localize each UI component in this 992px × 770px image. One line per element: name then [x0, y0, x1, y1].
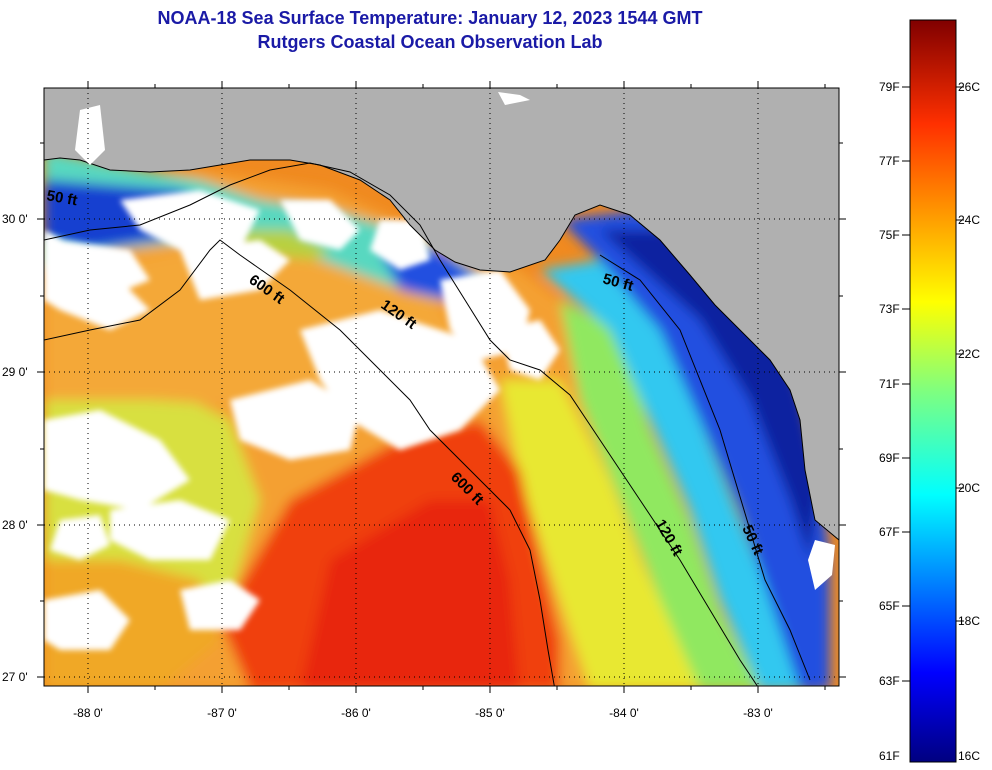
- lon-tick-label: -87 0': [207, 706, 237, 720]
- map-title: NOAA-18 Sea Surface Temperature: January…: [157, 8, 703, 28]
- colorbar-c-label: 16C: [958, 749, 980, 763]
- land-mass: [44, 88, 839, 540]
- cloud-mask: [44, 190, 560, 650]
- colorbar-f-label: 75F: [879, 228, 900, 242]
- colorbar-f-label: 79F: [879, 80, 900, 94]
- colorbar-f-label: 67F: [879, 525, 900, 539]
- axis-ticks: [37, 81, 846, 693]
- colorbar: [909, 19, 957, 763]
- colorbar-f-label: 61F: [879, 749, 900, 763]
- map-frame: [43, 87, 840, 687]
- colorbar-f-label: 65F: [879, 599, 900, 613]
- colorbar-c-label: 18C: [958, 614, 980, 628]
- colorbar-f-label: 73F: [879, 302, 900, 316]
- map-image: 600 ft 120 ft 600 ft 120 ft 50 ft 50 ft …: [44, 88, 839, 686]
- colorbar-f-label: 77F: [879, 154, 900, 168]
- lat-tick-label: 29 0': [2, 365, 28, 379]
- mobile-bay: [75, 105, 105, 165]
- lat-tick-label: 30 0': [2, 212, 28, 226]
- colorbar-c-label: 22C: [958, 347, 980, 361]
- lon-tick-label: -85 0': [475, 706, 505, 720]
- lon-tick-label: -84 0': [609, 706, 639, 720]
- tampa-bay: [808, 540, 835, 590]
- colorbar-ticks: [902, 86, 964, 682]
- coastline: [44, 157, 839, 541]
- colorbar-f-label: 63F: [879, 674, 900, 688]
- colorbar-c-label: 26C: [958, 80, 980, 94]
- lon-tick-label: -86 0': [341, 706, 371, 720]
- lon-tick-label: -83 0': [743, 706, 773, 720]
- lon-tick-label: -88 0': [73, 706, 103, 720]
- colorbar-f-label: 69F: [879, 451, 900, 465]
- inland-lake: [498, 92, 530, 105]
- colorbar-c-label: 20C: [958, 481, 980, 495]
- colorbar-c-label: 24C: [958, 213, 980, 227]
- isobath-label: 50 ft: [45, 187, 78, 209]
- lat-tick-label: 27 0': [2, 670, 28, 684]
- map-subtitle: Rutgers Coastal Ocean Observation Lab: [257, 32, 603, 52]
- lat-tick-label: 28 0': [2, 518, 28, 532]
- isobath-lines: [44, 162, 811, 686]
- colorbar-f-label: 71F: [879, 377, 900, 391]
